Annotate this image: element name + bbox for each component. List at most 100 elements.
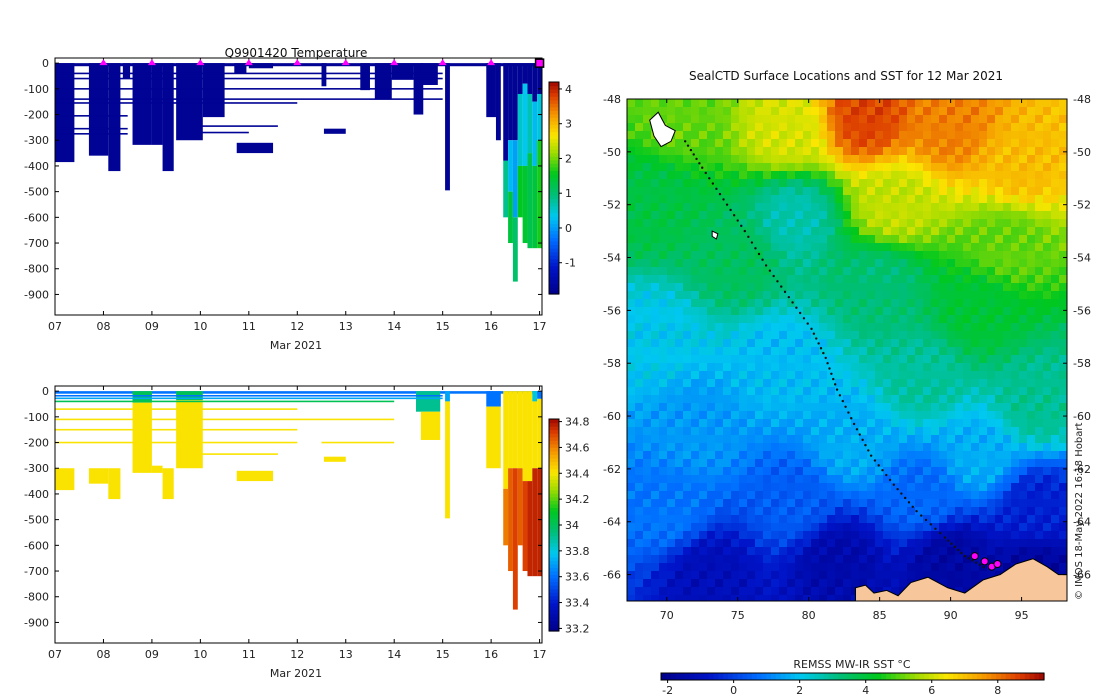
- sst-cell: [947, 387, 956, 396]
- sst-cell: [699, 587, 708, 596]
- sst-cell: [987, 155, 996, 164]
- track-point: [982, 565, 985, 569]
- y-tick-label: -200: [24, 437, 49, 450]
- sst-cell: [827, 475, 836, 484]
- sst-cell: [955, 195, 964, 204]
- sst-cell: [867, 475, 876, 484]
- sst-cell: [1019, 475, 1028, 484]
- sst-cell: [731, 235, 740, 244]
- profile-block: [486, 63, 496, 118]
- y-tick-label: -900: [24, 288, 49, 301]
- sst-cell: [931, 267, 940, 276]
- sst-cell: [995, 99, 1004, 108]
- sst-cell: [643, 331, 652, 340]
- sst-cell: [899, 243, 908, 252]
- sst-cell: [627, 203, 636, 212]
- x-tick-label: 11: [242, 648, 256, 661]
- sst-cell: [955, 163, 964, 172]
- sst-cell: [851, 203, 860, 212]
- sst-cell: [659, 331, 668, 340]
- sst-cell: [931, 155, 940, 164]
- track-point: [960, 551, 963, 555]
- sst-cell: [683, 315, 692, 324]
- sst-cell: [787, 395, 796, 404]
- sst-cell: [763, 275, 772, 284]
- sst-cell: [835, 235, 844, 244]
- colorbar-segment: [814, 673, 820, 680]
- sst-cell: [843, 571, 852, 580]
- sst-cell: [971, 251, 980, 260]
- profile-block: [122, 63, 131, 79]
- x-tick-label: 14: [387, 320, 401, 333]
- sst-cell: [643, 291, 652, 300]
- sst-cell: [659, 483, 668, 492]
- sst-cell: [683, 251, 692, 260]
- sst-cell: [843, 267, 852, 276]
- sst-cell: [851, 571, 860, 580]
- sst-cell: [747, 195, 756, 204]
- sst-cell: [635, 491, 644, 500]
- sst-cell: [859, 483, 868, 492]
- sst-cell: [643, 523, 652, 532]
- sst-cell: [627, 539, 636, 548]
- sst-cell: [883, 259, 892, 268]
- sst-cell: [907, 443, 916, 452]
- sst-cell: [1059, 243, 1067, 252]
- colorbar-segment: [549, 436, 559, 441]
- sst-cell: [971, 339, 980, 348]
- sst-cell: [755, 227, 764, 236]
- sst-cell: [659, 179, 668, 188]
- sst-cell: [699, 467, 708, 476]
- track-point: [892, 483, 896, 486]
- sst-cell: [691, 307, 700, 316]
- sst-cell: [643, 459, 652, 468]
- sst-cell: [955, 291, 964, 300]
- sst-cell: [731, 595, 740, 601]
- sst-cell: [675, 147, 684, 156]
- sst-cell: [899, 355, 908, 364]
- sst-cell: [667, 579, 676, 588]
- sst-cell: [995, 283, 1004, 292]
- sst-cell: [939, 243, 948, 252]
- sst-cell: [963, 283, 972, 292]
- depth-bin-line: [55, 408, 298, 410]
- sst-cell: [859, 355, 868, 364]
- sst-cell: [979, 539, 988, 548]
- colorbar-tick-label: 33.6: [565, 571, 590, 584]
- sst-cell: [715, 211, 724, 220]
- sst-cell: [1019, 531, 1028, 540]
- sst-cell: [763, 299, 772, 308]
- sst-cell: [979, 203, 988, 212]
- sst-cell: [1051, 115, 1060, 124]
- sst-cell: [963, 443, 972, 452]
- sst-cell: [1027, 539, 1036, 548]
- sst-cell: [939, 251, 948, 260]
- sst-cell: [843, 299, 852, 308]
- sst-cell: [771, 227, 780, 236]
- sst-cell: [635, 299, 644, 308]
- sst-cell: [659, 171, 668, 180]
- sst-cell: [707, 411, 716, 420]
- sst-cell: [1027, 267, 1036, 276]
- sst-cell: [643, 187, 652, 196]
- sst-cell: [675, 275, 684, 284]
- sst-cell: [723, 275, 732, 284]
- sst-cell: [963, 179, 972, 188]
- sst-cell: [883, 299, 892, 308]
- sst-cell: [635, 163, 644, 172]
- sst-cell: [995, 483, 1004, 492]
- sst-cell: [707, 587, 716, 596]
- sst-cell: [843, 363, 852, 372]
- sst-cell: [747, 163, 756, 172]
- sst-cell: [651, 267, 660, 276]
- sst-cell: [635, 595, 644, 601]
- sst-cell: [963, 187, 972, 196]
- sst-cell: [843, 147, 852, 156]
- sst-cell: [883, 107, 892, 116]
- sst-cell: [891, 99, 900, 108]
- sst-cell: [931, 123, 940, 132]
- sst-cell: [771, 539, 780, 548]
- sst-cell: [899, 339, 908, 348]
- sst-cell: [931, 355, 940, 364]
- sst-cell: [659, 379, 668, 388]
